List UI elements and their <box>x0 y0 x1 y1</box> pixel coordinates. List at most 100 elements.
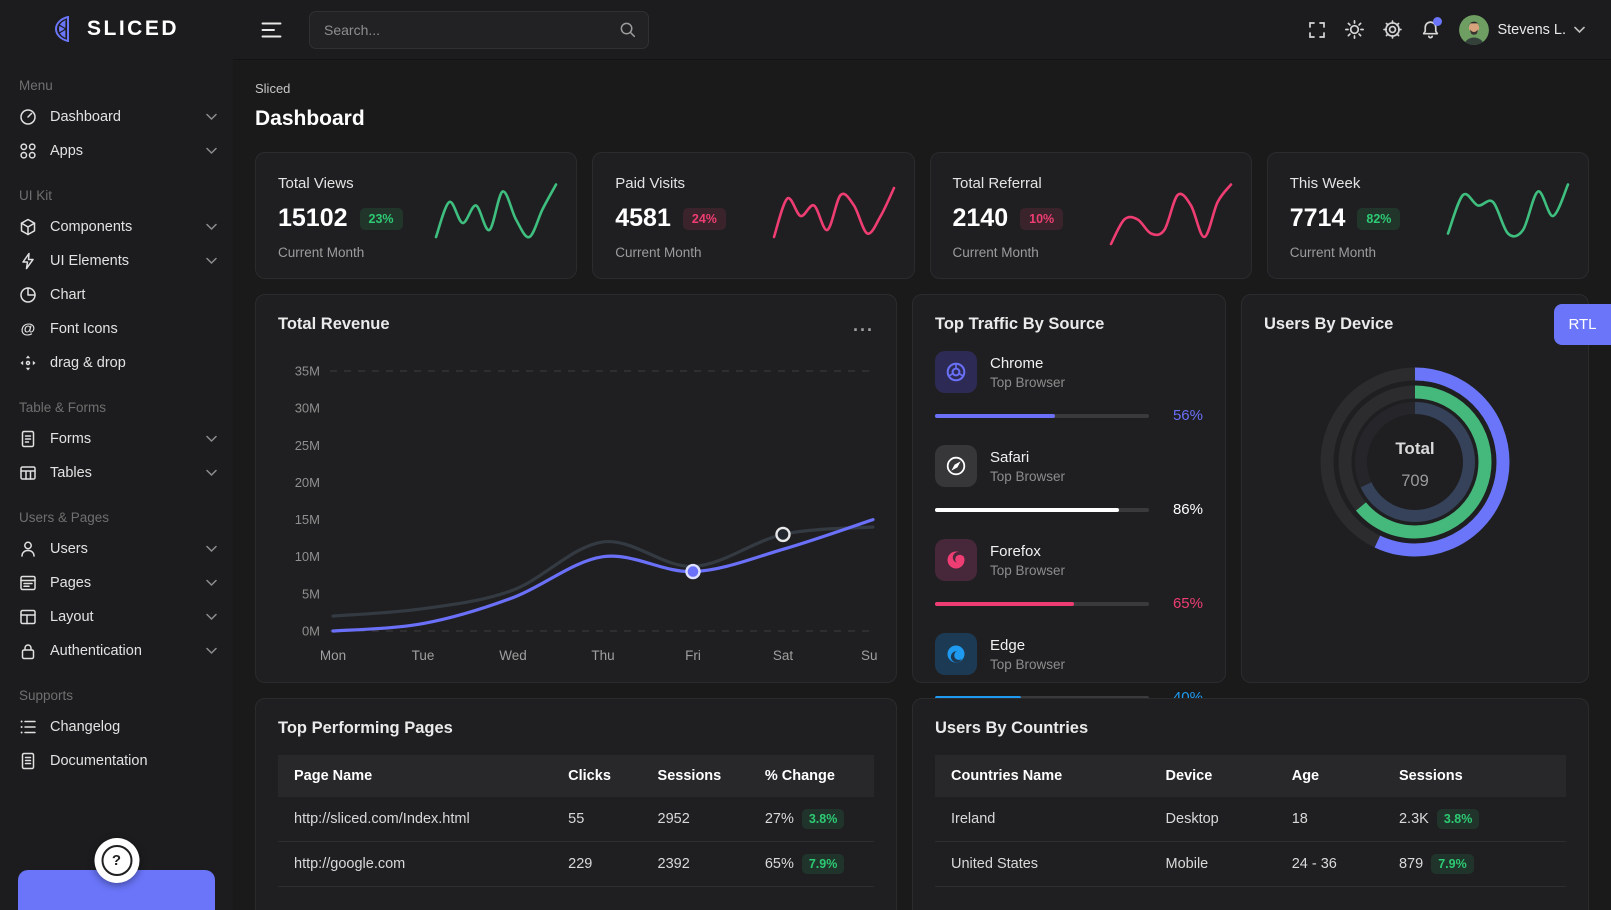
traffic-source-chrome: Chrome Top Browser 56% <box>935 351 1203 424</box>
sidebar-item-label: Chart <box>50 287 86 303</box>
sidebar-item-apps[interactable]: Apps <box>19 134 233 168</box>
chevron-down-icon <box>206 579 217 587</box>
menu-toggle-icon[interactable] <box>261 21 282 39</box>
traffic-progress-track <box>935 695 1149 700</box>
svg-text:0M: 0M <box>302 624 320 639</box>
dashboard-icon <box>19 108 37 126</box>
chevron-down-icon <box>206 257 217 265</box>
theme-toggle-sun-icon[interactable] <box>1345 20 1365 39</box>
sidebar-item-pages[interactable]: Pages <box>19 566 233 600</box>
search-input[interactable] <box>322 20 619 39</box>
svg-text:35M: 35M <box>295 364 320 379</box>
sidebar-item-chart[interactable]: Chart <box>19 278 233 312</box>
card-title: Top Traffic By Source <box>935 315 1105 333</box>
stat-title: Total Views <box>278 175 354 192</box>
sidebar-item-label: Documentation <box>50 753 148 769</box>
traffic-progress-track <box>935 507 1149 512</box>
chevron-down-icon <box>206 647 217 655</box>
traffic-source-forefox: Forefox Top Browser 65% <box>935 539 1203 612</box>
stat-caption: Current Month <box>278 245 365 260</box>
column-header: Device <box>1149 755 1276 797</box>
sidebar-item-components[interactable]: Components <box>19 210 233 244</box>
change-badge: 7.9% <box>801 854 845 874</box>
rtl-toggle-button[interactable]: RTL <box>1554 304 1611 345</box>
chevron-down-icon <box>206 469 217 477</box>
data-table: Countries Name Device Age Sessions Ireland D… <box>935 755 1566 887</box>
topbar-actions: Stevens L. <box>1308 14 1585 45</box>
changelog-icon <box>19 718 37 736</box>
sidebar: SLICED Menu Dashboard Apps UI Kit Compon… <box>0 0 233 910</box>
sidebar-item-dashboard[interactable]: Dashboard <box>19 100 233 134</box>
pages-table-wrap: Page Name Clicks Sessions% Change http://s… <box>278 755 874 887</box>
table-row: http://google.com 229 2392 65% 7.9% <box>278 841 874 887</box>
settings-gear-icon[interactable] <box>1383 20 1403 39</box>
traffic-list: Chrome Top Browser 56% Safari Top Browse… <box>935 351 1203 706</box>
sidebar-item-users[interactable]: Users <box>19 532 233 566</box>
traffic-source-sub: Top Browser <box>990 468 1066 484</box>
sidebar-item-label: Font Icons <box>50 321 118 337</box>
sidebar-item-layout[interactable]: Layout <box>19 600 233 634</box>
sidebar-item-changelog[interactable]: Changelog <box>19 710 233 744</box>
tables-icon <box>19 464 37 482</box>
stat-title: Paid Visits <box>615 175 686 192</box>
fullscreen-icon[interactable] <box>1308 21 1326 39</box>
sidebar-item-label: Layout <box>50 609 94 625</box>
bottom-row: Top Performing Pages Page Name Clicks Sess… <box>255 698 1589 910</box>
sidebar-item-label: Tables <box>50 465 92 481</box>
sidebar-item-label: Changelog <box>50 719 121 735</box>
app-logo[interactable]: SLICED <box>0 0 233 58</box>
column-header: Clicks <box>552 755 642 797</box>
column-header: Age <box>1275 755 1383 797</box>
sidebar-item-label: Dashboard <box>50 109 121 125</box>
sidebar-item-ui-elements[interactable]: UI Elements <box>19 244 233 278</box>
svg-text:10M: 10M <box>295 549 320 564</box>
traffic-source-name: Safari <box>990 448 1030 466</box>
traffic-source-sub: Top Browser <box>990 562 1066 578</box>
chevron-down-icon <box>206 545 217 553</box>
sidebar-item-authentication[interactable]: Authentication <box>19 634 233 668</box>
help-button[interactable]: ? <box>94 838 139 883</box>
sidebar-item-tables[interactable]: Tables <box>19 456 233 490</box>
stat-card-paid-visits: Paid Visits 4581 24% Current Month <box>592 152 915 279</box>
users-icon <box>19 540 37 558</box>
chevron-down-icon <box>206 113 217 121</box>
layout-icon <box>19 608 37 626</box>
change-badge: 3.8% <box>801 809 845 829</box>
sidebar-nav: Menu Dashboard Apps UI Kit Components UI… <box>0 78 233 778</box>
sidebar-item-forms[interactable]: Forms <box>19 422 233 456</box>
stat-badge: 23% <box>359 207 403 230</box>
card-menu-dots-icon[interactable]: ... <box>852 314 874 335</box>
traffic-progress-track <box>935 601 1149 606</box>
svg-text:20M: 20M <box>295 475 320 490</box>
table-header-row: Countries Name Device Age Sessions <box>935 755 1566 797</box>
stat-sparkline <box>434 183 558 239</box>
sidebar-item-label: Components <box>50 219 133 235</box>
table-cell: 2392 <box>641 841 749 887</box>
column-header: Sessions <box>641 755 749 797</box>
notifications-bell-icon[interactable] <box>1421 16 1443 40</box>
sidebar-item-label: Users <box>50 541 88 557</box>
safari-icon <box>935 445 977 487</box>
traffic-progress-fill <box>935 413 1055 418</box>
stat-badge: 10% <box>1020 207 1064 230</box>
sidebar-item-font-icons[interactable]: @ Font Icons <box>19 312 233 346</box>
page-title: Dashboard <box>255 107 365 130</box>
svg-text:15M: 15M <box>295 512 320 527</box>
traffic-source-name: Chrome <box>990 354 1044 372</box>
svg-text:Sun: Sun <box>861 648 878 663</box>
search-icon[interactable] <box>619 21 636 38</box>
sidebar-item-documentation[interactable]: Documentation <box>19 744 233 778</box>
stat-sparkline <box>772 186 895 239</box>
sidebar-item-drag-drop[interactable]: drag & drop <box>19 346 233 380</box>
breadcrumb[interactable]: Sliced <box>255 81 291 96</box>
logo-citrus-icon <box>54 16 78 42</box>
components-icon <box>19 218 37 236</box>
stat-caption: Current Month <box>952 245 1039 260</box>
app-name: SLICED <box>86 17 179 40</box>
search-box <box>309 10 649 49</box>
stat-badge: 24% <box>682 207 726 230</box>
forms-icon <box>19 430 37 448</box>
user-menu[interactable]: Stevens L. <box>1459 14 1585 45</box>
stats-row: Total Views 15102 23% Current Month Paid… <box>255 152 1589 279</box>
stat-card-this-week: This Week 7714 82% Current Month <box>1266 152 1589 279</box>
